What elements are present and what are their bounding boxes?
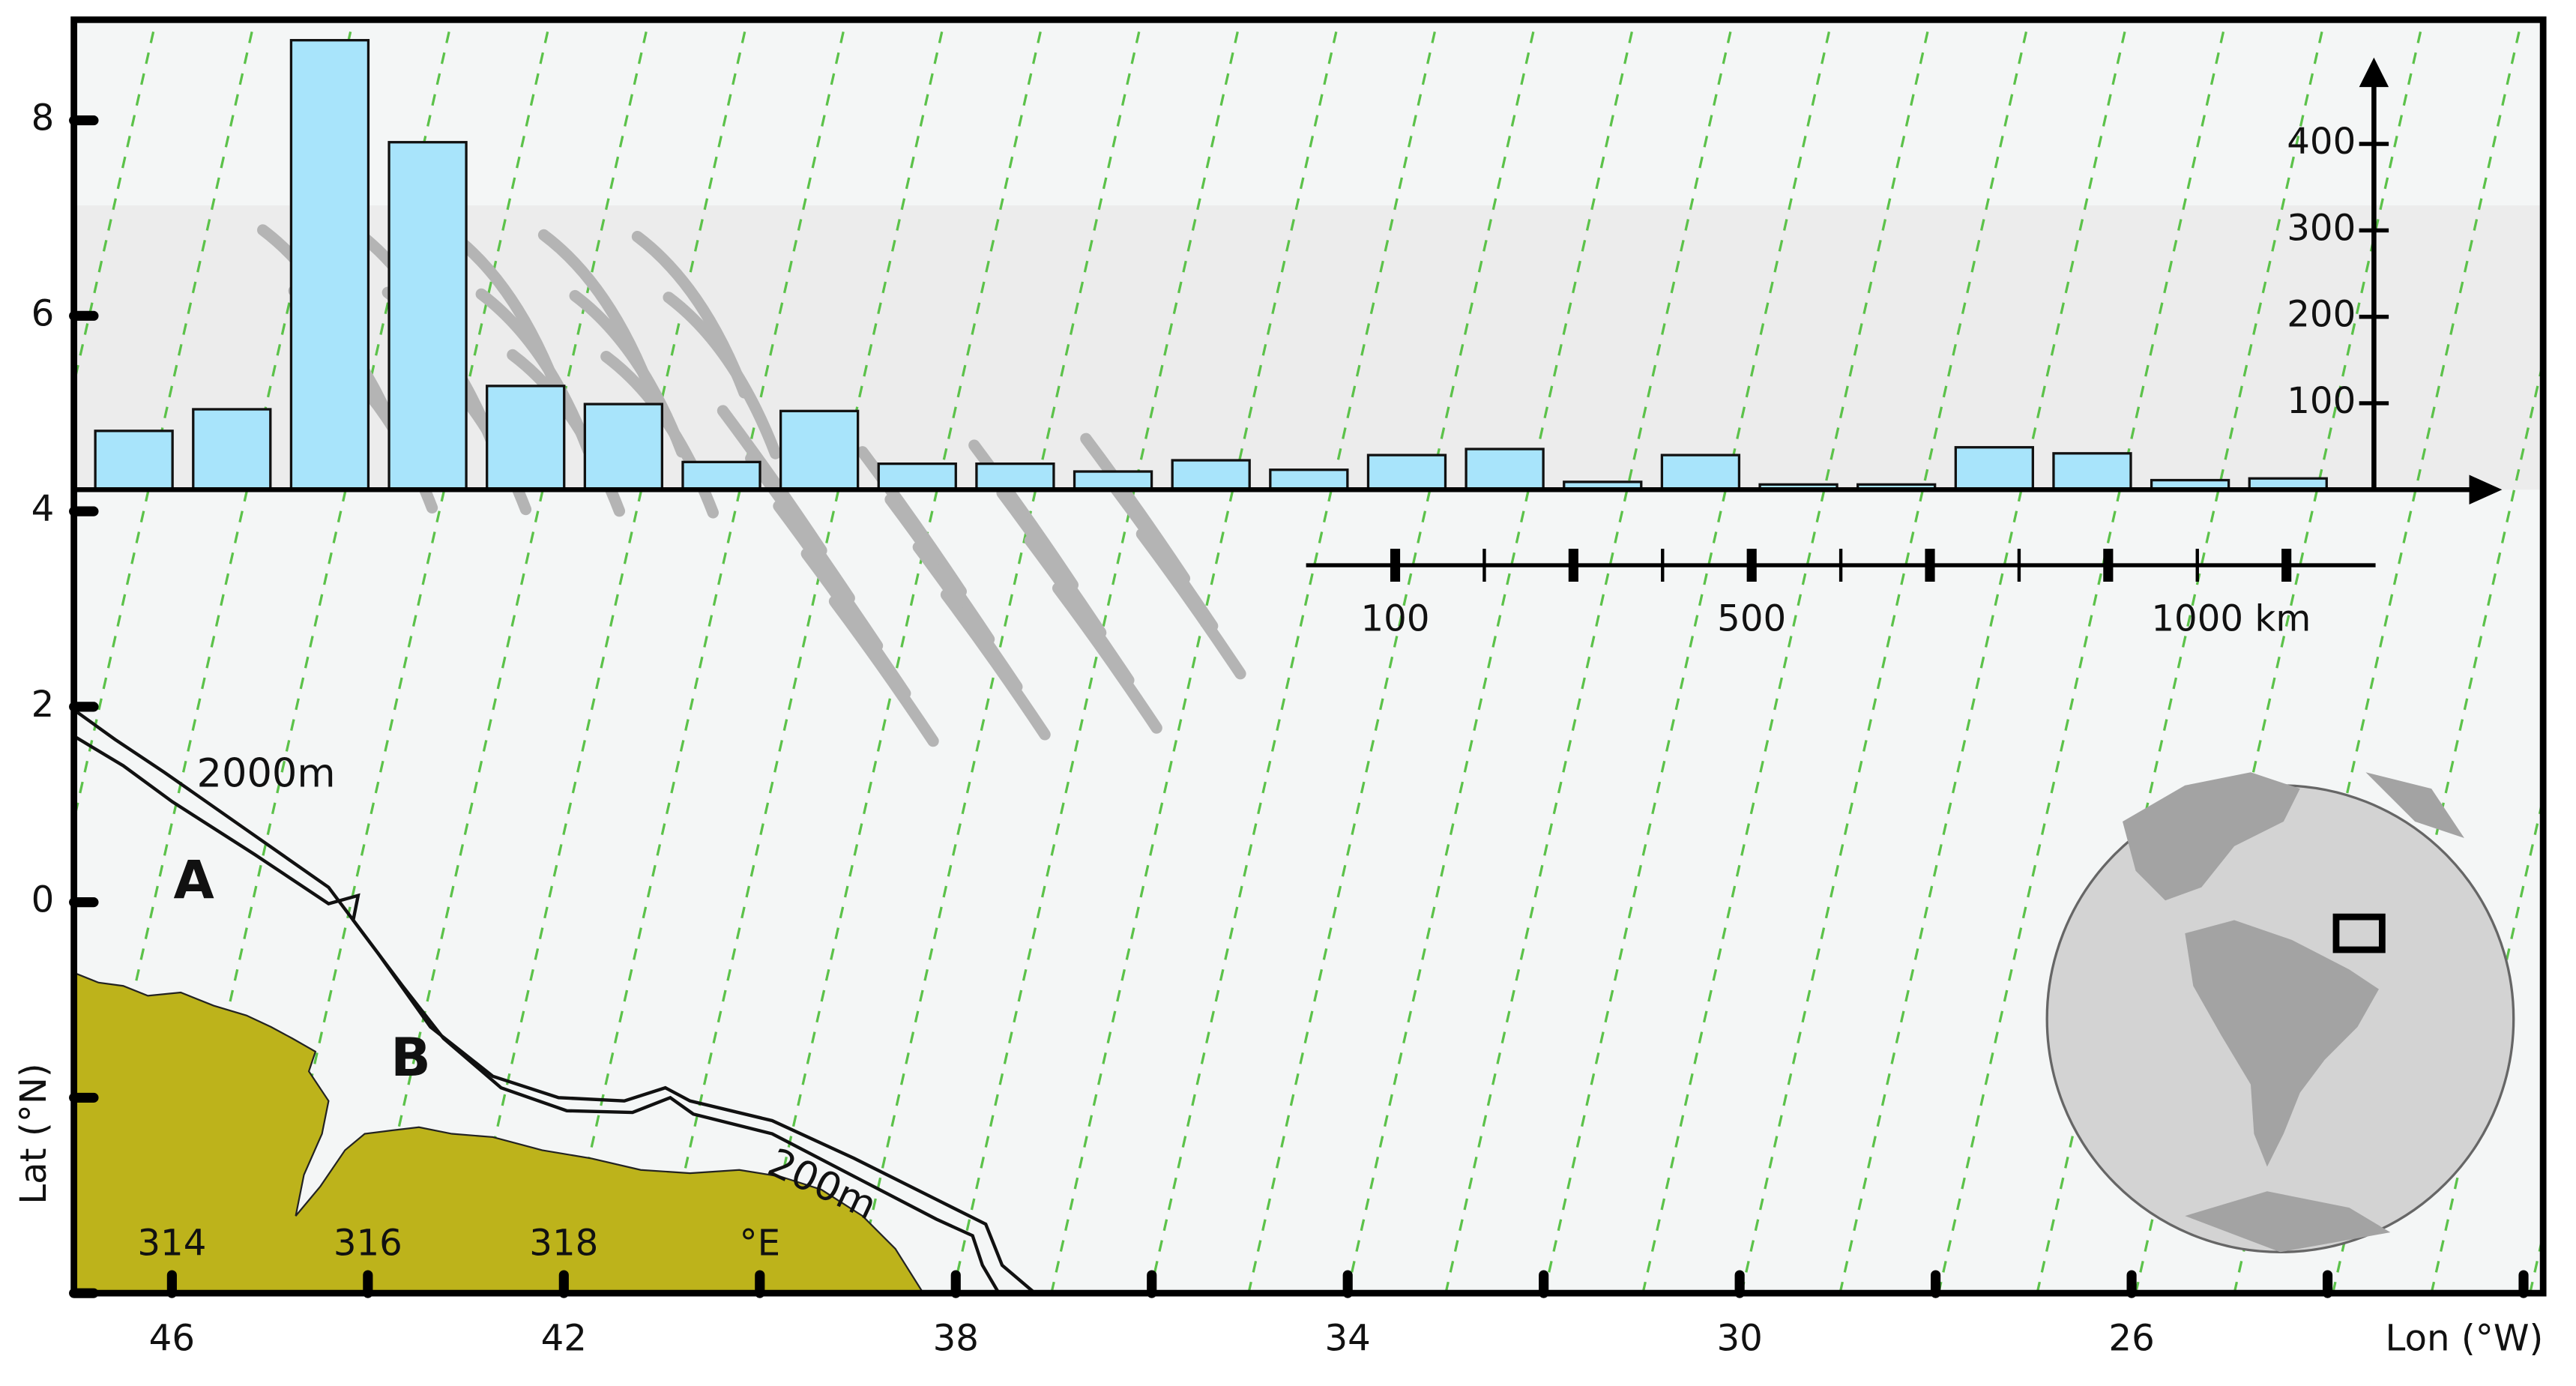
y-tick-label: 2 bbox=[31, 684, 55, 726]
track-line bbox=[1050, 19, 1341, 1294]
track-line bbox=[951, 19, 1242, 1294]
x-tick-label: 42 bbox=[541, 1318, 587, 1360]
bar bbox=[779, 409, 860, 491]
hist-y-tick-label: 400 bbox=[2287, 121, 2356, 163]
bar bbox=[1954, 446, 2034, 491]
bar bbox=[289, 39, 370, 491]
bar bbox=[1660, 454, 1741, 491]
hist-y-tick-label: 200 bbox=[2287, 294, 2356, 336]
annotation: 2000m bbox=[197, 750, 336, 796]
track-line bbox=[1937, 19, 2227, 1294]
globe-inset bbox=[2045, 772, 2515, 1253]
annotation: A bbox=[174, 849, 214, 911]
track-line bbox=[1444, 19, 1735, 1294]
x-axis-label: Lon (°W) bbox=[2386, 1318, 2544, 1360]
x-tick-label: 34 bbox=[1325, 1318, 1371, 1360]
scale-label: 1000 km bbox=[2151, 598, 2311, 640]
bar bbox=[583, 403, 664, 491]
track-line bbox=[1542, 19, 1833, 1294]
track-line bbox=[1740, 19, 2030, 1294]
x-tick-label: 30 bbox=[1716, 1318, 1762, 1360]
x-tick-label: 26 bbox=[2108, 1318, 2154, 1360]
ship-track bbox=[940, 588, 1051, 741]
east-lon-label: 316 bbox=[334, 1223, 402, 1265]
x-arrowhead bbox=[2469, 474, 2503, 504]
track-line bbox=[1641, 19, 1932, 1294]
histogram-band bbox=[73, 205, 2544, 490]
bar bbox=[387, 141, 468, 491]
east-lon-label: 318 bbox=[529, 1223, 598, 1265]
y-tick-label: 8 bbox=[31, 97, 55, 139]
annotation: B bbox=[390, 1027, 430, 1088]
bar bbox=[877, 462, 957, 491]
land bbox=[73, 971, 925, 1295]
ship-track bbox=[828, 595, 939, 747]
track-line bbox=[853, 19, 1144, 1294]
bar bbox=[681, 460, 761, 491]
bar bbox=[1465, 448, 1545, 491]
frame bbox=[70, 16, 2547, 1297]
y-tick-label: 4 bbox=[31, 488, 55, 530]
x-tick-label: 46 bbox=[149, 1318, 195, 1360]
x-tick-label: 38 bbox=[933, 1318, 979, 1360]
hist-y-tick-label: 300 bbox=[2287, 207, 2356, 249]
track-line bbox=[1148, 19, 1439, 1294]
bar bbox=[94, 430, 174, 491]
ship-track bbox=[1052, 582, 1162, 734]
hist-y-tick-label: 100 bbox=[2287, 380, 2356, 422]
track-line bbox=[754, 19, 1045, 1294]
bar bbox=[975, 462, 1055, 491]
isobath-200m bbox=[73, 708, 1037, 1295]
ship-track bbox=[663, 292, 782, 460]
ship-track bbox=[1135, 528, 1246, 680]
bar bbox=[486, 385, 566, 491]
track-line bbox=[557, 19, 848, 1294]
bar bbox=[1366, 454, 1447, 491]
y-tick-label: 0 bbox=[31, 879, 55, 921]
track-line bbox=[1839, 19, 2129, 1294]
bar bbox=[2052, 452, 2132, 491]
isobath-2000m bbox=[73, 735, 1001, 1295]
track-line bbox=[360, 19, 651, 1294]
east-lon-label: °E bbox=[739, 1223, 780, 1265]
bar bbox=[1171, 459, 1251, 491]
y-axis-label: Lat (°N) bbox=[13, 1063, 55, 1204]
y-arrowhead bbox=[2359, 57, 2389, 88]
scale-label: 100 bbox=[1361, 598, 1430, 640]
scale-label: 500 bbox=[1717, 598, 1786, 640]
y-tick-label: 6 bbox=[31, 292, 55, 334]
ship-tracks bbox=[257, 224, 1246, 747]
track-line bbox=[1345, 19, 1636, 1294]
east-lon-label: 314 bbox=[137, 1223, 206, 1265]
track-line bbox=[1247, 19, 1538, 1294]
bar bbox=[1269, 468, 1349, 491]
bar bbox=[192, 408, 272, 491]
track-line bbox=[656, 19, 946, 1294]
bar bbox=[1073, 470, 1153, 491]
